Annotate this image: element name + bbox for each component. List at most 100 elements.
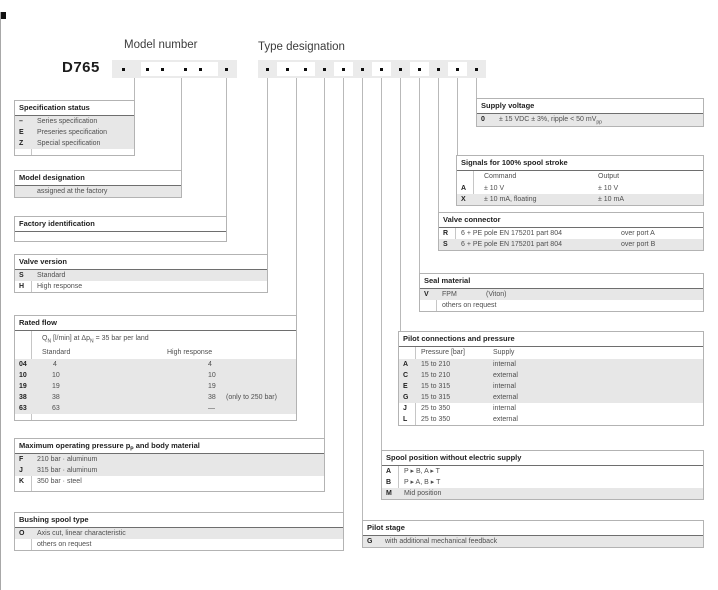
table-row: C 15 to 210 external [399, 370, 703, 381]
code-dot [122, 68, 125, 71]
code-dot [437, 68, 440, 71]
section-specification-status: Specification status – Series specificat… [14, 100, 135, 156]
section-factory-identification: Factory identification [14, 216, 227, 242]
port-value: over port A [621, 230, 655, 237]
pressure-value: 15 to 210 [421, 361, 451, 368]
row-text: Mid position [404, 490, 442, 497]
row-text: FPM [442, 291, 457, 298]
section-title: Bushing spool type [15, 513, 343, 528]
code-dot [475, 68, 478, 71]
code-dot [399, 68, 402, 71]
table-row: A ± 10 V ± 10 V [457, 183, 703, 194]
connector-line [267, 78, 268, 254]
column-divider [436, 289, 437, 311]
connector-line [419, 78, 420, 273]
row-code: B [386, 479, 392, 486]
row-text: 6 + PE pole EN 175201 part 804 [461, 230, 562, 237]
row-code: R [443, 230, 449, 237]
row-text: ± 15 VDC ± 3%, ripple < 50 mVpp [499, 116, 602, 126]
standard-value: 63 [52, 405, 60, 412]
row-code: S [19, 272, 24, 279]
column-divider [31, 270, 32, 292]
table-row: M Mid position [382, 488, 703, 499]
section-title: Valve version [15, 255, 267, 270]
table-row: V FPM (Viton) [420, 289, 703, 300]
supply-value: internal [493, 383, 516, 390]
section-title: Model designation [15, 171, 181, 186]
column-divider [31, 528, 32, 550]
section-title: Pilot stage [363, 521, 703, 536]
table-row: L 25 to 350 external [399, 414, 703, 425]
pressure-value: 25 to 350 [421, 405, 451, 412]
row-code: G [367, 538, 373, 545]
row-text: Preseries specification [37, 129, 108, 136]
section-title: Specification status [15, 101, 134, 116]
code-dot [323, 68, 326, 71]
code-dot [380, 68, 383, 71]
section-supply-voltage: Supply voltage 0 ± 15 VDC ± 3%, ripple <… [476, 98, 704, 127]
supply-value: external [493, 416, 518, 423]
column-header-row: Standard High response [15, 346, 296, 359]
table-row: 04 4 4 [15, 359, 296, 370]
row-text: Standard [37, 272, 66, 279]
flow-formula: QN [l/min] at ΔpN = 35 bar per land [42, 335, 149, 345]
table-row: A 15 to 210 internal [399, 359, 703, 370]
row-code: H [19, 283, 25, 290]
code-cell [141, 62, 218, 76]
connector-line [400, 78, 401, 331]
section-bushing-spool-type: Bushing spool type O Axis cut, linear ch… [14, 512, 344, 551]
supply-value: internal [493, 361, 516, 368]
row-code: 38 [19, 394, 27, 401]
model-code: D765 [62, 59, 100, 76]
spacer-row [15, 487, 324, 491]
table-row: X ± 10 mA, floating ± 10 mA [457, 194, 703, 205]
section-signals: Signals for 100% spool stroke Command Ou… [456, 155, 704, 206]
connector-line [476, 78, 477, 98]
row-code: E [19, 129, 24, 136]
row-text: 210 bar · aluminum [37, 456, 98, 463]
row-code: O [19, 530, 25, 537]
standard-value: 4 [53, 361, 57, 368]
section-max-operating-pressure: Maximum operating pressure pP and body m… [14, 438, 325, 492]
command-value: ± 10 mA, floating [484, 196, 537, 203]
high-response-value: — [208, 405, 215, 412]
row-text: Series specification [37, 118, 98, 125]
connector-line [296, 78, 297, 315]
section-title: Maximum operating pressure pP and body m… [15, 439, 324, 454]
row-text: others on request [442, 302, 497, 309]
table-row: 63 63 — [15, 403, 296, 414]
table-row: J 25 to 350 internal [399, 403, 703, 414]
code-dot [225, 68, 228, 71]
code-dot [146, 68, 149, 71]
row-text: Axis cut, linear characteristic [37, 530, 126, 537]
standard-value: 38 [52, 394, 60, 401]
section-pilot-connections: Pilot connections and pressure Pressure … [398, 331, 704, 426]
type-designation-label: Type designation [258, 41, 345, 53]
section-pilot-stage: Pilot stage G with additional mechanical… [362, 520, 704, 548]
section-title: Seal material [420, 274, 703, 289]
row-code: 04 [19, 361, 27, 368]
row-text: P ▸ A, B ▸ T [404, 479, 441, 486]
connector-line [181, 78, 182, 170]
column-divider [473, 171, 474, 205]
table-row: H High response [15, 281, 267, 292]
row-code: – [19, 118, 23, 125]
connector-line [343, 78, 344, 512]
standard-value: 10 [52, 372, 60, 379]
flow-formula-row: QN [l/min] at ΔpN = 35 bar per land [15, 331, 296, 346]
connector-line [362, 78, 363, 520]
page-edge-line [0, 12, 1, 590]
section-title: Signals for 100% spool stroke [457, 156, 703, 171]
row-code: 19 [19, 383, 27, 390]
table-row: E 15 to 315 internal [399, 381, 703, 392]
row-code: J [19, 467, 23, 474]
model-number-code-strip [112, 60, 237, 78]
column-header-supply: Supply [493, 349, 515, 356]
column-header-row: Pressure [bar] Supply [399, 347, 703, 359]
connector-line [226, 78, 227, 216]
row-code: L [403, 416, 408, 423]
table-row: F 210 bar · aluminum [15, 454, 324, 465]
column-header-row: Command Output [457, 171, 703, 183]
row-text: Special specification [37, 140, 101, 147]
